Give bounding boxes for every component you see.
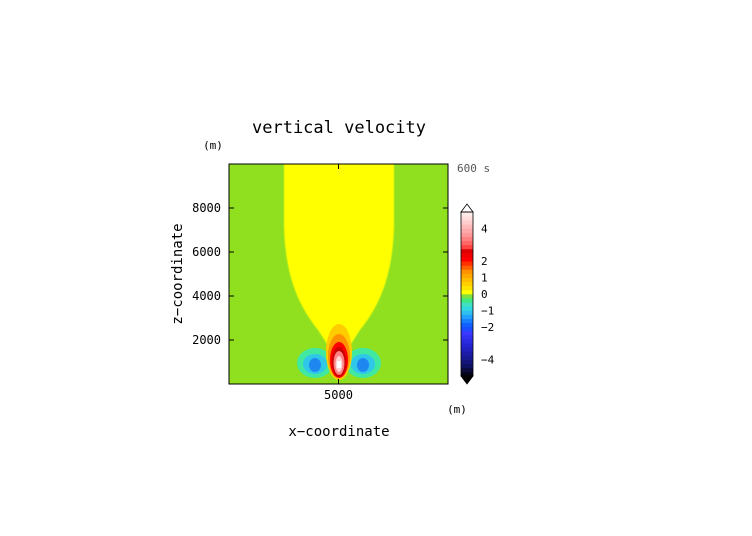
y-tick-label: 2000: [192, 333, 221, 347]
colorbar-band: [461, 277, 473, 283]
colorbar-band: [461, 269, 473, 274]
colorbar-band: [461, 302, 473, 307]
colorbar-band: [461, 326, 473, 332]
colorbar-band: [461, 236, 473, 242]
colorbar-band: [461, 216, 473, 221]
colorbar-band: [461, 298, 473, 303]
updraft-core: [337, 361, 341, 368]
colorbar-band: [461, 281, 473, 287]
y-tick-label: 6000: [192, 245, 221, 259]
colorbar-band: [461, 261, 473, 266]
colorbar-band: [461, 285, 473, 291]
colorbar-band: [461, 351, 473, 356]
updraft-plume-region: [284, 164, 394, 358]
colorbar-band: [461, 289, 473, 295]
colorbar: 4 2 1 0 −1 −2 −4: [460, 203, 495, 385]
colorbar-extend-bottom: [460, 375, 474, 385]
colorbar-frame: [460, 211, 474, 377]
plot-area: [229, 164, 448, 384]
chart-title: vertical velocity: [252, 118, 426, 138]
colorbar-band: [461, 322, 473, 328]
colorbar-band: [461, 257, 473, 262]
colorbar-tick-label: −2: [481, 321, 494, 334]
colorbar-band: [461, 314, 473, 319]
y-unit-label: (m): [203, 139, 223, 152]
colorbar-band: [461, 265, 473, 270]
y-axis-label: z−coordinate: [170, 223, 186, 324]
colorbar-tick-label: 4: [481, 222, 488, 235]
colorbar-band: [461, 232, 473, 237]
time-label: 600 s: [457, 162, 490, 175]
y-tick-label: 8000: [192, 201, 221, 215]
y-axis-ticks: 2000 4000 6000 8000: [192, 201, 448, 347]
colorbar-tick-label: 2: [481, 255, 488, 268]
colorbar-band: [461, 330, 473, 336]
x-axis-label: x−coordinate: [288, 424, 389, 440]
colorbar-band: [461, 294, 473, 299]
colorbar-tick-label: 0: [481, 288, 488, 301]
colorbar-band: [461, 224, 473, 229]
colorbar-band: [461, 248, 473, 254]
colorbar-tick-label: −1: [481, 304, 494, 317]
x-axis-ticks: 5000: [324, 164, 353, 402]
colorbar-tick-label: 1: [481, 272, 488, 285]
left-downdraft-core: [309, 358, 321, 372]
colorbar-extend-top: [460, 203, 474, 213]
colorbar-band: [461, 253, 473, 258]
colorbar-band: [461, 339, 473, 344]
colorbar-band: [461, 363, 473, 369]
colorbar-band: [461, 240, 473, 246]
colorbar-band: [461, 343, 473, 348]
right-downdraft-core: [357, 358, 369, 372]
colorbar-band: [461, 367, 473, 373]
colorbar-band: [461, 306, 473, 311]
colorbar-band: [461, 310, 473, 315]
colorbar-band: [461, 220, 473, 225]
colorbar-tick-label: −4: [481, 354, 495, 367]
colorbar-band: [461, 244, 473, 250]
colorbar-band: [461, 318, 473, 324]
colorbar-band: [461, 335, 473, 340]
colorbar-band: [461, 347, 473, 352]
colorbar-band: [461, 273, 473, 278]
x-tick-label: 5000: [324, 388, 353, 402]
y-tick-label: 4000: [192, 289, 221, 303]
colorbar-band: [461, 228, 473, 233]
colorbar-band: [461, 371, 473, 377]
colorbar-band: [461, 355, 473, 360]
colorbar-band: [461, 359, 473, 365]
colorbar-band: [461, 212, 473, 217]
x-unit-label: (m): [447, 403, 467, 416]
